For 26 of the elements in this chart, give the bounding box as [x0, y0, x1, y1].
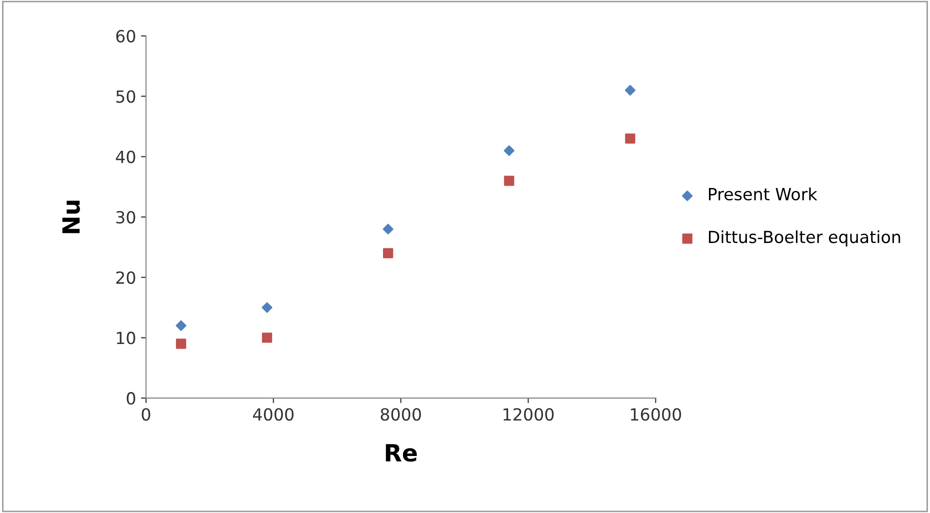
y-tick-label: 50 [116, 90, 136, 103]
point [176, 338, 186, 349]
x-tick-label: 16000 [630, 408, 682, 421]
x-tick-label: 8000 [380, 408, 421, 421]
point [624, 84, 636, 96]
point [382, 224, 394, 234]
y-tick-label: 20 [116, 271, 136, 284]
legend-label: Dittus-Boelter equation [708, 230, 900, 246]
point [625, 133, 636, 144]
y-tick-label: 30 [116, 210, 136, 224]
point [262, 332, 272, 343]
y-axis-title: Nu [62, 200, 80, 234]
point [504, 176, 514, 186]
x-axis-title: Re [386, 444, 417, 462]
legend-label: Present Work [708, 188, 818, 200]
y-tick-label: 40 [116, 150, 136, 164]
point [262, 302, 272, 313]
x-tick-label: 12000 [504, 408, 554, 421]
y-tick-label: 60 [116, 30, 136, 42]
y-tick-label: 10 [116, 332, 136, 344]
point [176, 320, 186, 331]
point [504, 145, 514, 156]
y-tick-label: 0 [126, 392, 136, 405]
x-tick-label: 4000 [253, 408, 294, 421]
x-tick-label: 0 [142, 408, 150, 421]
point [383, 248, 394, 258]
